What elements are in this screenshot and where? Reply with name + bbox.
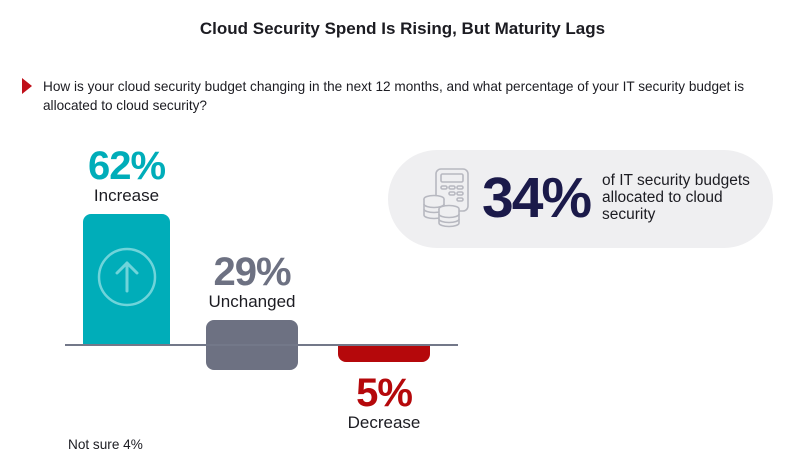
- bar-decrease: [338, 344, 430, 362]
- callout-value: 34%: [482, 166, 592, 230]
- question-marker-icon: [22, 78, 32, 94]
- value-label-decrease: 5%: [356, 371, 413, 415]
- callout-pill: [388, 150, 773, 248]
- chart-baseline: [65, 344, 458, 346]
- calculator-coins-icon: [423, 168, 469, 228]
- category-label-increase: Increase: [93, 186, 160, 205]
- value-label-unchanged: 29%: [213, 250, 291, 295]
- not-sure-footnote: Not sure 4%: [68, 437, 143, 452]
- category-label-unchanged: Unchanged: [208, 292, 296, 312]
- value-label-increase: 62%: [87, 144, 166, 188]
- category-label-decrease: Decrease: [347, 413, 421, 432]
- survey-question: How is your cloud security budget changi…: [43, 79, 744, 113]
- chart-title: Cloud Security Spend Is Rising, But Matu…: [199, 19, 606, 38]
- arrow-up-circle-icon: [97, 247, 157, 307]
- callout-description: of IT security budgets allocated to clou…: [602, 172, 750, 223]
